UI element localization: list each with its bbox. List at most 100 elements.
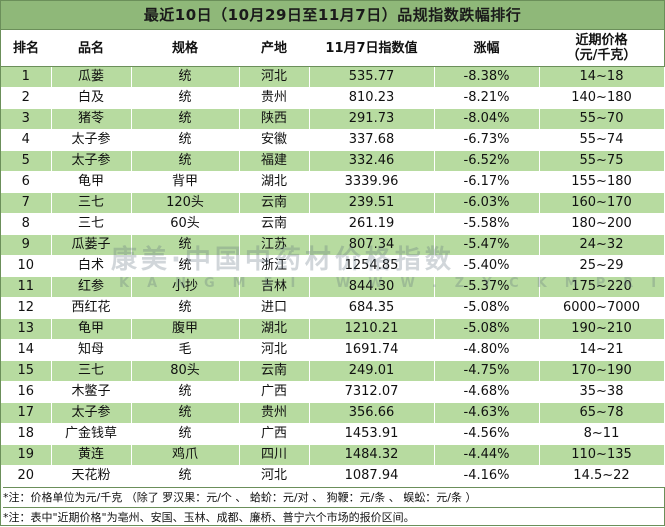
cell-index: 844.30 xyxy=(309,276,435,298)
cell-price: 175~220 xyxy=(539,276,665,298)
cell-name: 瓜蒌 xyxy=(51,66,132,88)
cell-origin: 四川 xyxy=(239,444,310,466)
cell-price: 14~18 xyxy=(539,66,665,88)
header-index: 11月7日指数值 xyxy=(309,30,434,67)
cell-origin: 进口 xyxy=(239,297,310,319)
ranking-table: 排名 品名 规格 产地 11月7日指数值 涨幅 近期价格 （元/千克） 1 瓜蒌统… xyxy=(1,30,665,487)
cell-rank: 3 xyxy=(1,108,52,130)
cell-price: 35~38 xyxy=(539,381,665,403)
table-row: 1 瓜蒌统河北 535.77 -8.38% 14~18 xyxy=(1,66,665,88)
cell-spec: 统 xyxy=(131,255,240,277)
cell-name: 西红花 xyxy=(51,297,132,319)
cell-rank: 15 xyxy=(1,360,52,382)
cell-name: 木鳖子 xyxy=(51,381,132,403)
table-row: 12 西红花统进口 684.35 -5.08% 6000~7000 xyxy=(1,297,665,319)
cell-rank: 4 xyxy=(1,129,52,151)
cell-price: 25~29 xyxy=(539,255,665,277)
cell-change: -4.63% xyxy=(434,402,540,424)
cell-origin: 河北 xyxy=(239,465,310,487)
table-row: 8 三七 60头 云南 261.19 -5.58% 180~200 xyxy=(1,213,665,235)
cell-origin: 河北 xyxy=(239,339,310,361)
cell-spec: 小抄 xyxy=(131,276,240,298)
cell-index: 291.73 xyxy=(309,108,435,130)
cell-origin: 湖北 xyxy=(239,171,310,193)
footnote-market-range: *注：表中"近期价格"为亳州、安国、玉林、成都、廉桥、普宁六个市场的报价区间。 xyxy=(3,507,664,527)
cell-change: -4.16% xyxy=(434,465,540,487)
footnotes: *注：价格单位为元/千克 （除了 罗汉果：元/个 、 蛤蚧：元/对 、 狗鞭：元… xyxy=(1,487,664,527)
table-title: 最近10日（10月29日至11月7日）品规指数跌幅排行 xyxy=(1,1,664,30)
cell-index: 1087.94 xyxy=(309,465,435,487)
cell-origin: 陕西 xyxy=(239,108,310,130)
table-row: 19 黄连 鸡爪 四川 1484.32 -4.44% 110~135 xyxy=(1,444,665,466)
cell-name: 龟甲 xyxy=(51,171,132,193)
header-price-line1: 近期价格 xyxy=(575,33,628,48)
cell-spec: 统 xyxy=(131,234,240,256)
cell-change: -4.44% xyxy=(434,444,540,466)
cell-spec: 统 xyxy=(131,129,240,151)
cell-change: -6.03% xyxy=(434,192,540,214)
cell-change: -5.47% xyxy=(434,234,540,256)
cell-index: 249.01 xyxy=(309,360,435,382)
cell-price: 160~170 xyxy=(539,192,665,214)
cell-index: 1453.91 xyxy=(309,423,435,445)
footnote-price-unit: *注：价格单位为元/千克 （除了 罗汉果：元/个 、 蛤蚧：元/对 、 狗鞭：元… xyxy=(3,487,664,507)
table-body: 1 瓜蒌统河北 535.77 -8.38% 14~18 2 白及统贵州 810.23 -8.21… xyxy=(1,66,665,487)
cell-name: 红参 xyxy=(51,276,132,298)
header-rank: 排名 xyxy=(1,30,51,67)
cell-price: 24~32 xyxy=(539,234,665,256)
cell-rank: 2 xyxy=(1,87,52,109)
cell-rank: 9 xyxy=(1,234,52,256)
cell-name: 天花粉 xyxy=(51,465,132,487)
cell-rank: 1 xyxy=(1,66,52,88)
header-name: 品名 xyxy=(51,30,131,67)
cell-name: 知母 xyxy=(51,339,132,361)
cell-index: 1691.74 xyxy=(309,339,435,361)
cell-spec: 统 xyxy=(131,150,240,172)
table-row: 5 太子参统福建 332.46 -6.52% 55~75 xyxy=(1,150,665,172)
cell-change: -4.68% xyxy=(434,381,540,403)
cell-origin: 安徽 xyxy=(239,129,310,151)
cell-spec: 背甲 xyxy=(131,171,240,193)
cell-rank: 18 xyxy=(1,423,52,445)
cell-origin: 浙江 xyxy=(239,255,310,277)
cell-name: 太子参 xyxy=(51,150,132,172)
cell-spec: 统 xyxy=(131,87,240,109)
cell-change: -8.38% xyxy=(434,66,540,88)
cell-origin: 广西 xyxy=(239,423,310,445)
cell-spec: 120头 xyxy=(131,192,240,214)
cell-change: -8.04% xyxy=(434,108,540,130)
cell-price: 190~210 xyxy=(539,318,665,340)
cell-rank: 5 xyxy=(1,150,52,172)
cell-rank: 14 xyxy=(1,339,52,361)
cell-origin: 河北 xyxy=(239,66,310,88)
cell-price: 55~74 xyxy=(539,129,665,151)
header-change: 涨幅 xyxy=(434,30,539,67)
cell-name: 白及 xyxy=(51,87,132,109)
cell-origin: 江苏 xyxy=(239,234,310,256)
cell-price: 170~190 xyxy=(539,360,665,382)
cell-name: 黄连 xyxy=(51,444,132,466)
cell-name: 龟甲 xyxy=(51,318,132,340)
cell-price: 14.5~22 xyxy=(539,465,665,487)
cell-spec: 毛 xyxy=(131,339,240,361)
cell-index: 1484.32 xyxy=(309,444,435,466)
cell-name: 三七 xyxy=(51,213,132,235)
cell-spec: 统 xyxy=(131,423,240,445)
cell-change: -5.08% xyxy=(434,318,540,340)
cell-spec: 80头 xyxy=(131,360,240,382)
cell-change: -5.08% xyxy=(434,297,540,319)
cell-rank: 12 xyxy=(1,297,52,319)
cell-change: -6.17% xyxy=(434,171,540,193)
table-row: 4 太子参统安徽 337.68 -6.73% 55~74 xyxy=(1,129,665,151)
cell-index: 356.66 xyxy=(309,402,435,424)
cell-name: 太子参 xyxy=(51,402,132,424)
cell-name: 瓜蒌子 xyxy=(51,234,132,256)
cell-index: 535.77 xyxy=(309,66,435,88)
table-row: 18 广金钱草统广西 1453.91 -4.56% 8~11 xyxy=(1,423,665,445)
cell-rank: 16 xyxy=(1,381,52,403)
cell-spec: 鸡爪 xyxy=(131,444,240,466)
cell-change: -5.37% xyxy=(434,276,540,298)
cell-name: 广金钱草 xyxy=(51,423,132,445)
cell-index: 684.35 xyxy=(309,297,435,319)
